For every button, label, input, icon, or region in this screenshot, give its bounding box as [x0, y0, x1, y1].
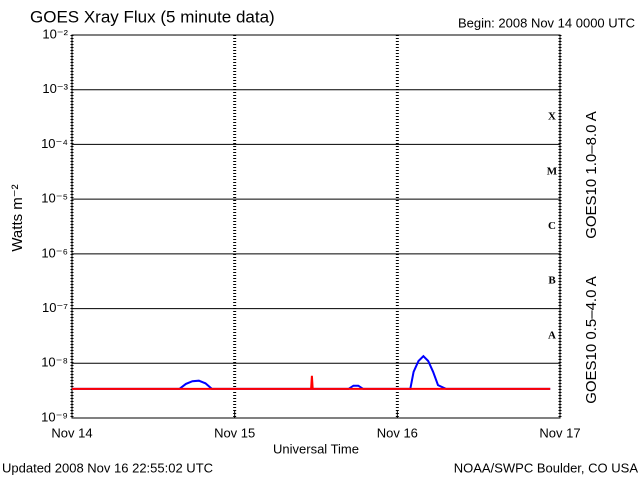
- y-tick-label: 10⁻⁷: [42, 300, 68, 315]
- legend-entry: GOES10 0.5–4.0 A: [583, 276, 600, 404]
- x-tick-label: Nov 15: [214, 425, 255, 440]
- flare-class-label: A: [548, 329, 556, 341]
- chart-subtitle: Begin: 2008 Nov 14 0000 UTC: [458, 15, 635, 30]
- series-line: [72, 375, 551, 390]
- x-tick-label: Nov 16: [377, 425, 418, 440]
- flare-class-label: M: [547, 165, 558, 177]
- y-tick-label: 10⁻⁴: [41, 136, 68, 151]
- x-tick-label: Nov 14: [51, 425, 92, 440]
- flare-class-label: C: [548, 220, 556, 232]
- flare-class-label: X: [548, 111, 556, 123]
- y-tick-label: 10⁻⁸: [41, 355, 68, 370]
- y-axis-label: Watts m⁻²: [9, 184, 26, 251]
- footer-left: Updated 2008 Nov 16 22:55:02 UTC: [2, 460, 213, 475]
- flare-class-label: B: [548, 275, 556, 287]
- y-tick-label: 10⁻⁶: [41, 245, 68, 260]
- legend-entry: GOES10 1.0–8.0 A: [583, 111, 600, 239]
- y-tick-label: 10⁻³: [42, 81, 68, 96]
- x-axis-label: Universal Time: [273, 441, 359, 456]
- chart-title: GOES Xray Flux (5 minute data): [30, 7, 275, 26]
- y-tick-label: 10⁻⁹: [41, 409, 68, 424]
- plot-frame: [71, 34, 561, 419]
- series-line: [72, 354, 551, 390]
- y-tick-label: 10⁻²: [42, 26, 68, 41]
- x-tick-label: Nov 17: [539, 425, 580, 440]
- y-tick-label: 10⁻⁵: [41, 191, 68, 206]
- footer-right: NOAA/SWPC Boulder, CO USA: [454, 460, 639, 475]
